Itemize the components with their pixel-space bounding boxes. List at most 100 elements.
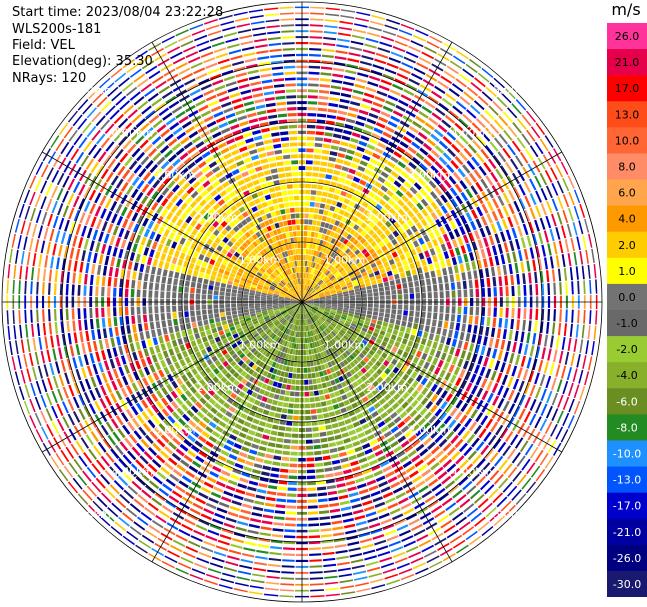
- gate-cell: [494, 255, 500, 266]
- gate-cell: [186, 513, 199, 521]
- gate-cell: [62, 175, 70, 188]
- gate-cell: [138, 323, 143, 332]
- gate-cell: [460, 379, 468, 390]
- gate-cell: [371, 364, 379, 371]
- gate-cell: [581, 265, 585, 280]
- gate-cell: [350, 345, 356, 351]
- gate-cell: [152, 337, 159, 346]
- gate-cell: [411, 196, 419, 205]
- gate-cell: [351, 195, 359, 202]
- gate-cell: [13, 325, 17, 340]
- gate-cell: [356, 274, 362, 279]
- gate-cell: [272, 461, 281, 466]
- gate-cell: [231, 401, 240, 408]
- gate-cell: [51, 170, 60, 183]
- gate-cell: [407, 321, 413, 328]
- gate-cell: [440, 194, 448, 204]
- gate-cell: [62, 386, 69, 399]
- gate-cell: [422, 422, 431, 431]
- gate-cell: [188, 262, 195, 270]
- gate-cell: [435, 350, 442, 359]
- gate-cell: [113, 277, 118, 287]
- gate-cell: [326, 114, 337, 119]
- gate-cell: [204, 273, 210, 280]
- gate-cell: [314, 142, 323, 148]
- gate-cell: [285, 366, 290, 372]
- gate-cell: [313, 348, 317, 354]
- gate-cell: [361, 297, 367, 301]
- gate-cell: [311, 274, 315, 281]
- gate-cell: [390, 313, 396, 319]
- gate-cell: [230, 360, 237, 367]
- gate-cell: [115, 390, 123, 401]
- gate-cell: [279, 339, 284, 345]
- gate-cell: [201, 261, 208, 268]
- gate-cell: [19, 324, 23, 339]
- gate-cell: [529, 446, 539, 459]
- gate-cell: [451, 239, 458, 248]
- gate-cell: [165, 478, 176, 487]
- gate-cell: [199, 397, 207, 405]
- gate-cell: [403, 415, 412, 424]
- gate-cell: [236, 375, 244, 382]
- gate-cell: [492, 100, 504, 112]
- gate-cell: [569, 267, 573, 281]
- gate-cell: [12, 279, 15, 294]
- gate-cell: [284, 303, 291, 306]
- gate-cell: [56, 334, 60, 347]
- gate-cell: [329, 288, 336, 292]
- gate-cell: [371, 251, 378, 258]
- gate-cell: [320, 273, 325, 280]
- gate-cell: [253, 463, 263, 469]
- gate-cell: [235, 324, 241, 329]
- gate-cell: [238, 316, 245, 321]
- gate-cell: [265, 581, 280, 585]
- gate-cell: [302, 284, 304, 290]
- gate-cell: [431, 277, 437, 285]
- gate-cell: [395, 406, 404, 415]
- gate-cell: [104, 255, 110, 266]
- gate-cell: [232, 285, 238, 290]
- gate-cell: [307, 299, 314, 302]
- gate-cell: [45, 392, 53, 406]
- gate-cell: [55, 230, 61, 243]
- gate-cell: [511, 285, 515, 297]
- gate-cell: [398, 217, 405, 226]
- gate-cell: [320, 437, 328, 443]
- gate-cell: [120, 355, 127, 365]
- gate-cell: [354, 258, 361, 265]
- gate-cell: [284, 313, 289, 319]
- gate-cell: [562, 380, 569, 395]
- gate-cell: [143, 451, 153, 461]
- gate-cell: [56, 172, 65, 186]
- gate-cell: [109, 466, 119, 477]
- gate-cell: [221, 278, 228, 284]
- gate-cell: [351, 466, 361, 472]
- gate-cell: [504, 318, 509, 329]
- gate-cell: [105, 382, 113, 394]
- gate-cell: [421, 286, 426, 293]
- gate-cell: [129, 362, 136, 372]
- gate-cell: [166, 291, 171, 299]
- gate-cell: [282, 312, 288, 317]
- gate-cell: [308, 517, 319, 521]
- gate-cell: [241, 378, 248, 385]
- gate-cell: [516, 319, 520, 331]
- gate-cell: [320, 266, 326, 273]
- gate-cell: [339, 236, 346, 243]
- gate-cell: [434, 487, 446, 497]
- gate-cell: [532, 333, 537, 345]
- gate-cell: [488, 358, 495, 369]
- gate-cell: [429, 35, 443, 44]
- gate-cell: [46, 167, 54, 181]
- gate-cell: [290, 303, 297, 306]
- gate-cell: [238, 268, 244, 274]
- gate-cell: [440, 390, 448, 399]
- gate-cell: [378, 480, 389, 488]
- gate-cell: [353, 373, 360, 380]
- gate-cell: [434, 85, 446, 94]
- gate-cell: [11, 356, 16, 371]
- gate-cell: [97, 264, 102, 275]
- gate-cell: [218, 584, 233, 590]
- gate-cell: [559, 282, 562, 295]
